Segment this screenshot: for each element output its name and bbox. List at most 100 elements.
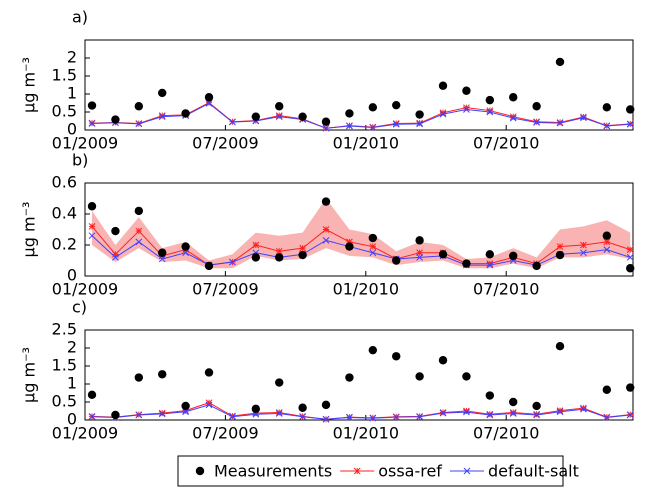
x-marker bbox=[135, 238, 143, 246]
marker-stroke bbox=[182, 249, 189, 257]
marker-stroke bbox=[182, 408, 189, 416]
legend-label: Measurements bbox=[214, 462, 332, 481]
measurement-dot bbox=[485, 250, 495, 259]
star-marker bbox=[556, 243, 564, 250]
y-tick-label: 0.4 bbox=[52, 204, 77, 223]
x-tick-label: 01/2009 bbox=[52, 424, 118, 443]
measurement-dot bbox=[392, 100, 401, 110]
star-marker bbox=[580, 241, 587, 249]
y-tick-label: 2.5 bbox=[52, 320, 77, 339]
x-marker bbox=[158, 113, 166, 121]
x-marker bbox=[229, 413, 236, 421]
marker-stroke bbox=[369, 249, 377, 257]
measurement-dot bbox=[555, 342, 565, 351]
plot-area bbox=[84, 39, 634, 131]
x-marker bbox=[135, 120, 143, 128]
marker-stroke bbox=[112, 254, 119, 261]
measurement-dot bbox=[181, 109, 190, 118]
measurement-dot bbox=[111, 115, 120, 124]
measurement-dot bbox=[181, 401, 190, 411]
y-tick-label: 0.5 bbox=[52, 102, 77, 121]
x-tick-label: 01/2010 bbox=[333, 280, 399, 299]
x-marker bbox=[158, 410, 166, 418]
measurement-dot bbox=[181, 242, 190, 251]
measurement-dot bbox=[462, 86, 471, 95]
y-tick-label: 1.5 bbox=[52, 356, 77, 375]
x-marker bbox=[626, 411, 634, 419]
measurement-dot bbox=[602, 385, 612, 394]
y-axis-label: µg m⁻³ bbox=[20, 57, 39, 113]
legend-label: default-salt bbox=[488, 462, 579, 481]
marker-stroke bbox=[486, 108, 494, 116]
measurement-dot bbox=[298, 403, 307, 412]
marker-stroke bbox=[603, 414, 611, 421]
marker-stroke bbox=[509, 114, 517, 122]
x-marker bbox=[346, 414, 353, 421]
marker-stroke bbox=[88, 232, 96, 240]
measurement-dot bbox=[392, 352, 401, 361]
star-marker bbox=[486, 410, 494, 418]
x-tick-label: 07/2010 bbox=[473, 280, 539, 299]
x-marker bbox=[533, 411, 540, 419]
measurement-dot bbox=[87, 390, 97, 399]
x-marker bbox=[88, 232, 96, 240]
y-tick-label: 1.5 bbox=[52, 66, 77, 85]
measurement-dot bbox=[321, 117, 331, 126]
measurement-dot bbox=[509, 397, 518, 407]
marker-stroke bbox=[439, 110, 447, 118]
x-tick-label: 07/2009 bbox=[192, 134, 258, 153]
marker-stroke bbox=[322, 415, 330, 423]
marker-stroke bbox=[275, 113, 283, 121]
series-line bbox=[92, 102, 631, 129]
measurement-dot bbox=[345, 373, 354, 382]
star-marker bbox=[369, 243, 377, 250]
x-tick-label: 01/2009 bbox=[52, 134, 118, 153]
measurement-dot bbox=[158, 248, 167, 257]
x-marker bbox=[486, 261, 494, 269]
star-marker bbox=[275, 409, 283, 416]
measurement-dot bbox=[298, 250, 307, 260]
marker-stroke bbox=[205, 401, 213, 409]
measurement-dot bbox=[626, 264, 635, 273]
marker-stroke bbox=[135, 238, 143, 246]
measurement-dot bbox=[251, 112, 261, 121]
measurement-dot bbox=[134, 206, 144, 216]
marker-stroke bbox=[158, 113, 166, 121]
x-tick-label: 01/2009 bbox=[52, 280, 118, 299]
marker-stroke bbox=[580, 249, 587, 257]
x-marker bbox=[416, 413, 423, 421]
measurement-dot bbox=[509, 93, 518, 102]
star-marker bbox=[353, 467, 361, 475]
marker-stroke bbox=[158, 410, 166, 418]
plot-area bbox=[84, 182, 634, 277]
measurement-dot bbox=[134, 373, 144, 382]
marker-stroke bbox=[346, 414, 353, 421]
marker-stroke bbox=[603, 122, 611, 130]
marker-stroke bbox=[299, 413, 306, 421]
x-marker bbox=[416, 254, 423, 261]
x-marker bbox=[556, 408, 564, 416]
marker-stroke bbox=[439, 409, 447, 417]
x-marker bbox=[369, 249, 377, 257]
x-marker bbox=[322, 124, 330, 132]
measurement-dot bbox=[204, 261, 214, 271]
x-marker bbox=[486, 411, 494, 419]
x-tick-label: 01/2010 bbox=[333, 424, 399, 443]
star-marker bbox=[252, 241, 260, 249]
x-marker bbox=[182, 249, 189, 257]
y-tick-label: 0.5 bbox=[52, 392, 77, 411]
star-marker bbox=[322, 226, 330, 233]
y-tick-label: 0 bbox=[67, 120, 77, 139]
x-marker bbox=[486, 108, 494, 116]
marker-stroke bbox=[556, 408, 564, 416]
x-marker bbox=[369, 414, 377, 422]
measurement-dot bbox=[111, 226, 120, 236]
measurement-dot bbox=[345, 109, 354, 118]
measurement-dot bbox=[368, 233, 378, 243]
marker-stroke bbox=[229, 118, 236, 126]
star-marker bbox=[509, 409, 517, 416]
y-tick-label: 0.2 bbox=[52, 235, 77, 254]
x-marker bbox=[463, 106, 470, 113]
x-marker bbox=[533, 119, 540, 126]
marker-stroke bbox=[346, 122, 353, 130]
